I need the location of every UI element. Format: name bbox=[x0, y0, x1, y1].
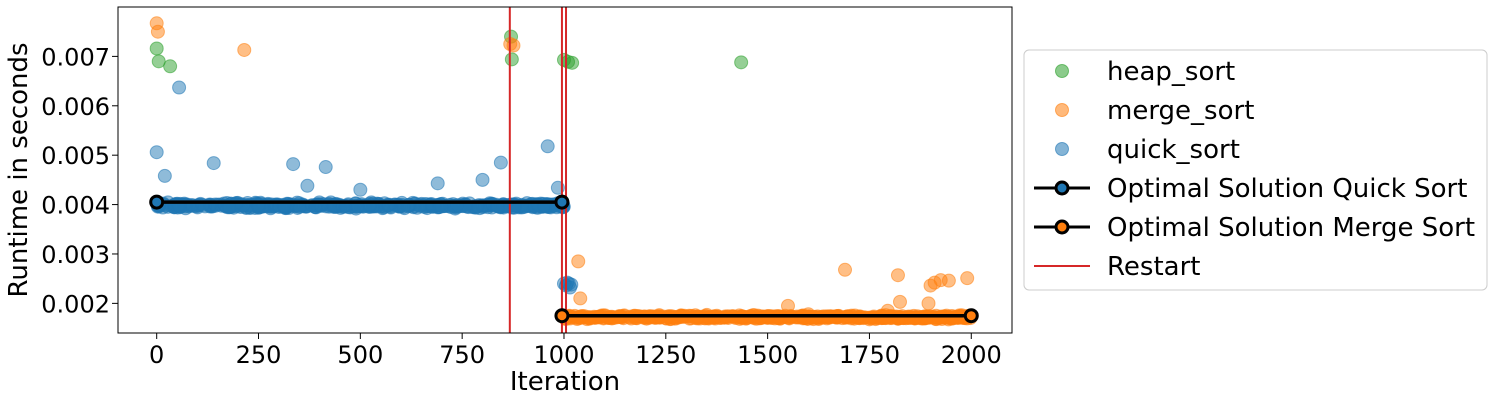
point-merge-sort bbox=[960, 271, 975, 286]
point-merge-sort bbox=[892, 311, 907, 326]
point-merge-sort bbox=[838, 262, 853, 277]
legend-label-quick-sort: quick_sort bbox=[1107, 135, 1240, 165]
x-tick-label: 1500 bbox=[737, 341, 798, 369]
point-merge-sort bbox=[892, 294, 907, 309]
point-merge-sort bbox=[781, 310, 796, 325]
series-quick-sort bbox=[149, 80, 579, 295]
marker-optimal-solution-merge-sort bbox=[963, 308, 979, 324]
point-quick-sort bbox=[540, 139, 555, 154]
legend-label-optimal-merge-sort: Optimal Solution Merge Sort bbox=[1107, 213, 1475, 243]
x-tick-label: 2000 bbox=[941, 341, 1002, 369]
plot-frame bbox=[117, 6, 1013, 334]
legend-frame bbox=[1023, 49, 1488, 291]
legend: heap_sort merge_sort quick_sort Optimal … bbox=[1023, 49, 1488, 291]
legend-marker-quick-sort bbox=[1055, 142, 1069, 156]
point-quick-sort bbox=[475, 172, 490, 187]
point-merge-sort bbox=[890, 268, 905, 283]
legend-label-restart: Restart bbox=[1107, 252, 1200, 282]
point-heap-sort bbox=[149, 41, 164, 56]
legend-label-heap-sort: heap_sort bbox=[1107, 57, 1235, 87]
y-tick-label: 0.007 bbox=[41, 43, 110, 71]
point-merge-sort bbox=[780, 298, 795, 313]
point-quick-sort bbox=[300, 178, 315, 193]
y-axis-label: Runtime in seconds bbox=[4, 42, 34, 297]
x-tick-label: 0 bbox=[149, 341, 164, 369]
legend-entry-heap-sort: heap_sort bbox=[1055, 57, 1235, 87]
x-tick-label: 1250 bbox=[635, 341, 696, 369]
y-tick-label: 0.002 bbox=[41, 290, 110, 318]
marker-optimal-solution-quick-sort bbox=[554, 194, 570, 210]
point-quick-sort bbox=[149, 145, 164, 160]
plot-marks bbox=[149, 7, 979, 333]
x-tick-label: 1000 bbox=[533, 341, 594, 369]
point-heap-sort bbox=[163, 59, 178, 74]
point-heap-sort bbox=[565, 55, 580, 70]
y-tick-label: 0.006 bbox=[41, 93, 110, 121]
legend-entry-restart: Restart bbox=[1034, 252, 1200, 282]
point-merge-sort bbox=[921, 296, 936, 311]
legend-entry-merge-sort: merge_sort bbox=[1055, 96, 1254, 126]
point-merge-sort bbox=[907, 311, 922, 326]
point-merge-sort bbox=[582, 311, 597, 326]
x-tick-label: 500 bbox=[337, 341, 383, 369]
point-quick-sort bbox=[206, 156, 221, 171]
legend-marker-heap-sort bbox=[1055, 64, 1069, 78]
y-tick-label: 0.003 bbox=[41, 241, 110, 269]
legend-marker-merge-sort bbox=[1055, 103, 1069, 117]
x-axis: 0 250 500 750 1000 1250 1500 1750 2000 bbox=[149, 333, 1002, 369]
point-quick-sort bbox=[564, 277, 579, 292]
point-merge-sort bbox=[150, 24, 165, 39]
legend-entry-optimal-quick-sort: Optimal Solution Quick Sort bbox=[1034, 174, 1467, 204]
y-tick-label: 0.004 bbox=[41, 192, 110, 220]
point-quick-sort bbox=[430, 176, 445, 191]
y-tick-label: 0.005 bbox=[41, 142, 110, 170]
point-quick-sort bbox=[157, 168, 172, 183]
x-tick-label: 750 bbox=[439, 341, 485, 369]
point-merge-sort bbox=[571, 254, 586, 269]
point-quick-sort bbox=[208, 197, 223, 212]
marker-optimal-solution-quick-sort bbox=[149, 194, 165, 210]
x-tick-label: 250 bbox=[236, 341, 282, 369]
x-axis-label: Iteration bbox=[510, 367, 620, 397]
legend-marker-optimal-quick-sort bbox=[1054, 180, 1070, 196]
point-merge-sort bbox=[941, 273, 956, 288]
point-heap-sort bbox=[734, 55, 749, 70]
legend-label-merge-sort: merge_sort bbox=[1107, 96, 1254, 126]
y-axis: 0.002 0.003 0.004 0.005 0.006 0.007 bbox=[41, 43, 118, 318]
point-merge-sort bbox=[237, 42, 252, 57]
point-quick-sort bbox=[172, 80, 187, 95]
legend-label-optimal-quick-sort: Optimal Solution Quick Sort bbox=[1107, 174, 1467, 204]
marker-optimal-solution-merge-sort bbox=[554, 308, 570, 324]
x-tick-label: 1750 bbox=[839, 341, 900, 369]
legend-marker-optimal-merge-sort bbox=[1054, 219, 1070, 235]
point-heap-sort bbox=[504, 52, 519, 67]
legend-entry-quick-sort: quick_sort bbox=[1055, 135, 1240, 165]
point-quick-sort bbox=[318, 160, 333, 175]
point-quick-sort bbox=[493, 155, 508, 170]
point-quick-sort bbox=[286, 157, 301, 172]
legend-entry-optimal-merge-sort: Optimal Solution Merge Sort bbox=[1034, 213, 1475, 243]
point-merge-sort bbox=[573, 291, 588, 306]
point-quick-sort bbox=[353, 182, 368, 197]
